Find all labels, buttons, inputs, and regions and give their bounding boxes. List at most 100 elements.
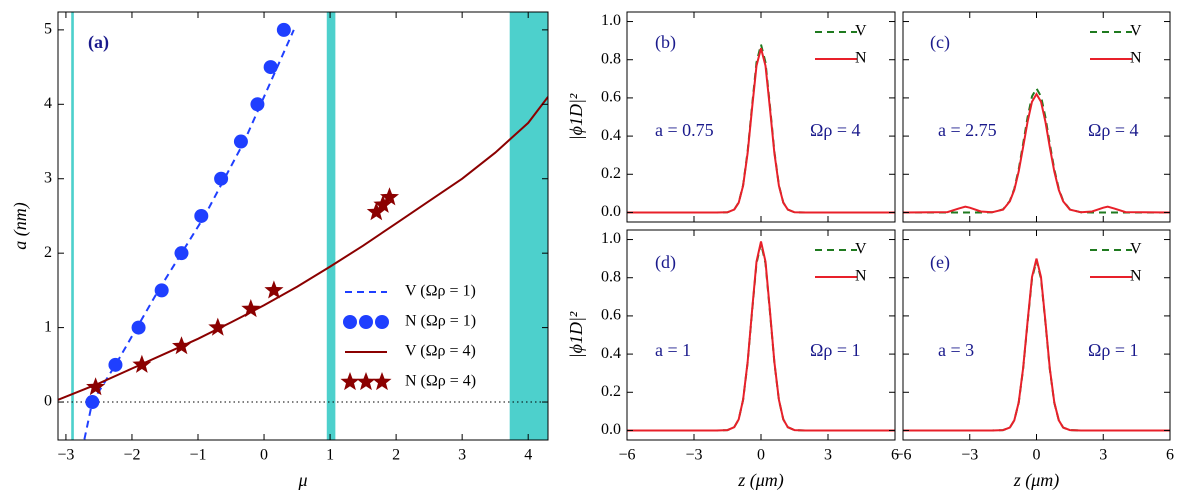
x-tick-label: 6	[891, 447, 899, 464]
marker	[366, 202, 386, 221]
marker	[194, 208, 209, 223]
x-tick-label: 0	[757, 447, 765, 464]
y-tick-label: 0.0	[601, 421, 621, 438]
y-tick-label: 0.2	[601, 383, 621, 400]
legend-label: V	[1130, 241, 1142, 258]
marker	[172, 336, 191, 355]
marker	[174, 246, 189, 261]
annotation: a = 0.75	[655, 120, 714, 140]
marker	[372, 372, 392, 391]
plot-area	[903, 86, 1170, 214]
y-tick-label: 0.6	[601, 89, 621, 106]
marker	[108, 357, 123, 372]
y-tick-label: 4	[44, 95, 52, 112]
annotation: Ωρ = 1	[1088, 340, 1139, 360]
marker	[264, 280, 284, 299]
y-axis-label: |ϕ1D|²	[566, 93, 586, 140]
x-tick-label: −1	[189, 447, 206, 464]
y-tick-label: 3	[44, 169, 52, 186]
panel: 0.0 0.2 0.4 0.6 0.8 1.0 |ϕ1D|² (b) a = 0.75 Ωρ = …	[566, 11, 896, 223]
y-tick-label: 0.8	[601, 268, 621, 285]
y-tick-label: 2	[44, 244, 52, 261]
marker	[276, 22, 291, 37]
x-tick-label: 2	[392, 447, 400, 464]
y-tick-label: 0.4	[601, 345, 621, 362]
legend-label: N (Ωρ = 1)	[405, 313, 476, 330]
marker	[208, 317, 228, 336]
x-tick-label: −6	[618, 447, 635, 464]
series-line	[627, 241, 895, 432]
y-tick-label: 1.0	[601, 230, 621, 247]
marker	[241, 299, 261, 318]
band	[326, 12, 336, 440]
x-tick-label: −3	[57, 447, 74, 464]
x-tick-label: 3	[458, 447, 466, 464]
marker	[86, 377, 106, 396]
y-tick-label: 0	[44, 393, 52, 410]
legend: VN	[815, 23, 867, 67]
marker	[85, 395, 100, 410]
legend: VN	[1090, 241, 1142, 285]
y-tick-label: 5	[44, 21, 52, 38]
panel: −6 −3 0 3 6 0.0 0.2 0.4 0.6 0.8 1.0 z (μm) |ϕ1D|² (d)…	[566, 229, 899, 491]
panel: −3 −2 −1 0 1 2 3 4 0 1 2 3 4 5 μ a (nm) (a) V (Ωρ = 1) N (…	[10, 11, 549, 490]
x-tick-label: 3	[824, 447, 832, 464]
series-line	[903, 86, 1170, 214]
y-axis-label: |ϕ1D|²	[566, 311, 586, 358]
legend-label: N	[1130, 268, 1142, 285]
x-tick-label: 0	[260, 447, 268, 464]
x-tick-label: 1	[326, 447, 334, 464]
x-tick-label: 3	[1099, 447, 1107, 464]
annotation: Ωρ = 4	[810, 120, 861, 140]
x-tick-label: 0	[1033, 447, 1041, 464]
annotation: a = 3	[938, 340, 974, 360]
panel: (c) a = 2.75 Ωρ = 4 VN	[902, 11, 1171, 223]
band	[71, 12, 74, 440]
marker	[356, 372, 376, 391]
y-tick-label: 0.2	[601, 165, 621, 182]
marker	[263, 60, 278, 75]
marker	[373, 194, 393, 213]
series-line	[627, 48, 895, 214]
y-tick-label: 0.4	[601, 127, 621, 144]
marker	[131, 320, 146, 335]
marker	[380, 187, 399, 206]
annotation: (e)	[930, 252, 950, 273]
legend-label: V (Ωρ = 1)	[405, 283, 476, 300]
legend-label: V	[855, 241, 867, 258]
annotation: (b)	[655, 32, 676, 53]
annotation: (a)	[88, 32, 109, 53]
marker	[154, 283, 169, 298]
annotation: a = 1	[655, 340, 691, 360]
marker	[250, 97, 265, 112]
y-tick-label: 0.6	[601, 307, 621, 324]
x-axis-label: z (μm)	[737, 470, 784, 491]
plot-area	[903, 258, 1170, 432]
annotation: Ωρ = 1	[810, 340, 861, 360]
marker	[340, 372, 360, 391]
legend-label: V	[855, 23, 867, 40]
plot-area	[627, 44, 895, 214]
band	[509, 12, 548, 440]
plot-frame	[57, 11, 549, 441]
y-tick-label: 0.8	[601, 50, 621, 67]
marker	[233, 134, 248, 149]
y-axis-label: a (nm)	[10, 202, 31, 250]
x-tick-label: −6	[894, 447, 911, 464]
x-tick-label: −3	[961, 447, 978, 464]
legend-label: N	[855, 50, 867, 67]
series-line	[903, 92, 1170, 214]
x-tick-label: −3	[685, 447, 702, 464]
legend-label: N (Ωρ = 4)	[405, 373, 476, 390]
legend-label: N	[1130, 50, 1142, 67]
x-tick-label: 4	[524, 447, 532, 464]
marker	[132, 354, 152, 373]
marker	[375, 315, 389, 329]
marker	[214, 171, 229, 186]
x-tick-label: −2	[123, 447, 140, 464]
marker	[359, 315, 373, 329]
x-axis-label: μ	[297, 470, 307, 490]
y-tick-label: 1	[44, 318, 52, 335]
series-line	[903, 258, 1170, 432]
